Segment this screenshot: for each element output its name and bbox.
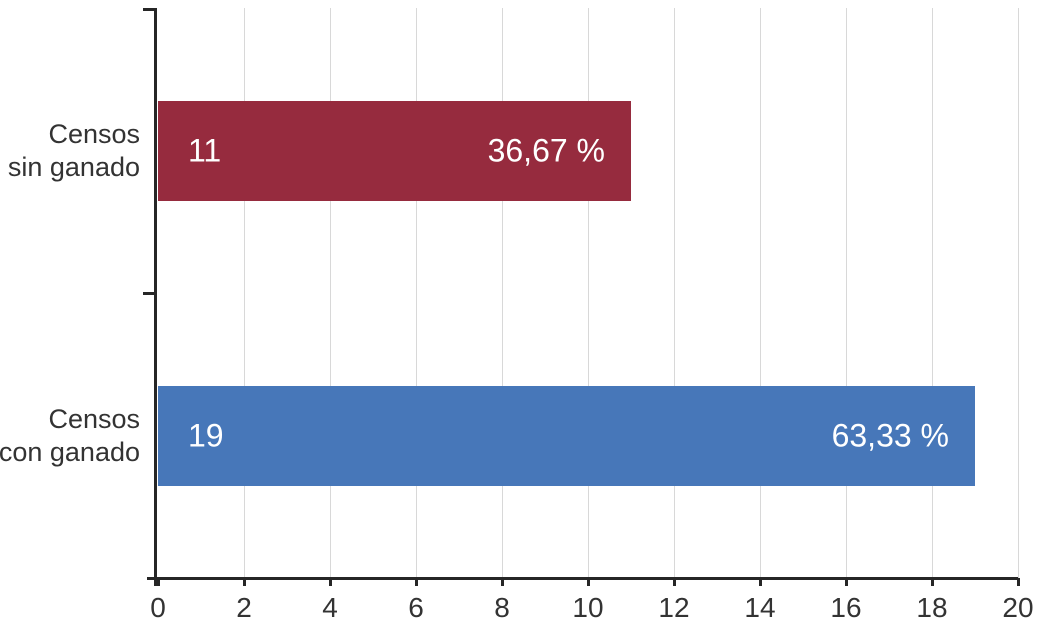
x-axis-tick-label: 14 — [744, 592, 776, 623]
grid-line — [673, 8, 675, 578]
data-bar: 19 63,33 % — [158, 385, 975, 486]
category-label: Censos sin ganado — [8, 118, 140, 184]
bar-percent-label: 63,33 % — [831, 417, 949, 453]
category-label: Censos con ganado — [0, 403, 140, 469]
x-axis-tick-label: 6 — [408, 592, 424, 623]
category-label-line: Censos — [48, 403, 140, 434]
grid-line — [845, 8, 847, 578]
x-axis-tick-label: 12 — [658, 592, 690, 623]
x-axis-tick — [242, 578, 246, 586]
x-axis-tick — [500, 578, 504, 586]
x-axis-tick-label: 20 — [1002, 592, 1034, 623]
x-axis-tick-label: 16 — [830, 592, 862, 623]
data-bar: 11 36,67 % — [158, 100, 631, 201]
grid-line — [329, 8, 331, 578]
x-axis-tick — [930, 578, 934, 586]
grid-line — [931, 8, 933, 578]
grid-line — [243, 8, 245, 578]
x-axis-tick — [586, 578, 590, 586]
bar-percent-label: 36,67 % — [487, 132, 605, 168]
x-axis-tick-label: 18 — [916, 592, 948, 623]
x-axis-line — [147, 576, 1018, 580]
grid-line — [587, 8, 589, 578]
grid-line — [759, 8, 761, 578]
y-axis-tick — [143, 8, 157, 11]
x-axis-tick-label: 4 — [322, 592, 338, 623]
y-axis-tick — [143, 291, 157, 295]
x-axis-tick — [414, 578, 418, 586]
x-axis-tick — [758, 578, 762, 586]
x-axis-tick-label: 8 — [494, 592, 510, 623]
x-axis-tick — [328, 578, 332, 586]
category-label-line: sin ganado — [7, 151, 140, 182]
grid-line — [501, 8, 503, 578]
grid-line — [1017, 8, 1019, 578]
grid-line — [415, 8, 417, 578]
x-axis-tick — [672, 578, 676, 586]
y-axis-line — [154, 8, 157, 586]
bar-value-label: 19 — [188, 417, 224, 453]
x-axis-tick-label: 2 — [236, 592, 252, 623]
x-axis-tick — [844, 578, 848, 586]
x-axis-tick — [1016, 578, 1020, 586]
category-label-line: con ganado — [0, 436, 140, 467]
x-axis-tick-label: 0 — [150, 592, 166, 623]
x-axis-tick-label: 10 — [572, 592, 604, 623]
category-label-line: Censos — [48, 118, 140, 149]
x-axis-tick — [156, 578, 160, 586]
bar-value-label: 11 — [188, 132, 222, 168]
